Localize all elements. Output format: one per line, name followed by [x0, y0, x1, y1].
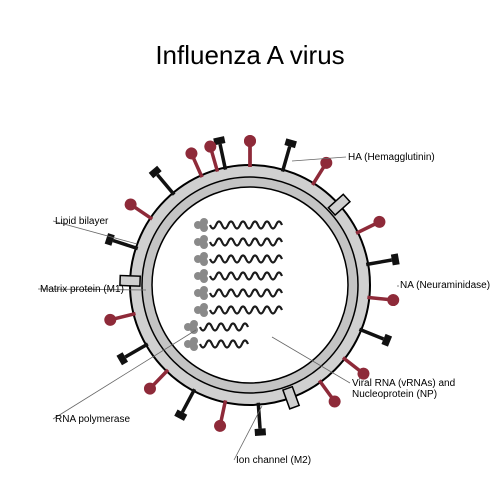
label-na: NA (Neuraminidase) — [400, 280, 490, 291]
ha-spike — [122, 196, 155, 224]
virus-diagram — [0, 0, 500, 500]
label-lipid: Lipid bilayer — [55, 216, 108, 227]
ha-spike — [213, 399, 231, 433]
label-m2: Ion channel (M2) — [236, 455, 311, 466]
na-spike — [149, 166, 179, 198]
pointer-line — [292, 157, 346, 161]
ha-spike — [244, 135, 256, 167]
label-ha: HA (Hemagglutinin) — [348, 152, 435, 163]
ha-spike — [141, 366, 172, 397]
ha-spike — [367, 291, 400, 306]
na-spike — [365, 253, 399, 270]
ha-spike — [315, 377, 344, 410]
label-m1: Matrix protein (M1) — [40, 284, 124, 295]
label-rnap: RNA polymerase — [55, 414, 130, 425]
label-vrna: Viral RNA (vRNAs) and Nucleoprotein (NP) — [352, 378, 500, 400]
